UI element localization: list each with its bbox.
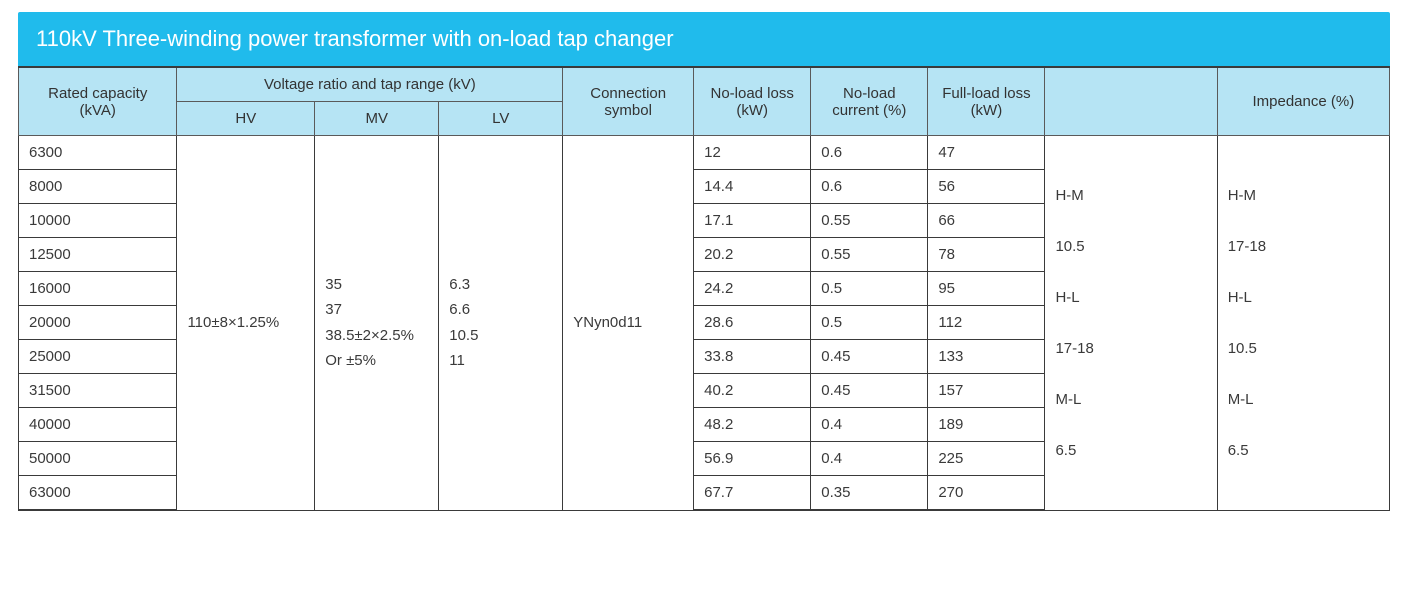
cell-connection-symbol: YNyn0d11	[563, 136, 694, 511]
cell-rated-capacity: 10000	[19, 204, 177, 238]
cell-full-load-loss: 270	[928, 476, 1045, 511]
cell-full-load-loss: 225	[928, 442, 1045, 476]
cell-no-load-loss: 28.6	[694, 306, 811, 340]
cell-no-load-current: 0.4	[811, 442, 928, 476]
cell-full-load-loss: 157	[928, 374, 1045, 408]
cell-full-load-loss: 112	[928, 306, 1045, 340]
cell-rated-capacity: 12500	[19, 238, 177, 272]
cell-no-load-current: 0.45	[811, 340, 928, 374]
cell-no-load-current: 0.55	[811, 238, 928, 272]
cell-no-load-loss: 24.2	[694, 272, 811, 306]
header-lv: LV	[439, 102, 563, 136]
cell-no-load-loss: 20.2	[694, 238, 811, 272]
cell-full-load-loss: 47	[928, 136, 1045, 170]
cell-rated-capacity: 63000	[19, 476, 177, 511]
cell-rated-capacity: 40000	[19, 408, 177, 442]
cell-no-load-current: 0.4	[811, 408, 928, 442]
cell-rated-capacity: 50000	[19, 442, 177, 476]
cell-hv: 110±8×1.25%	[177, 136, 315, 511]
cell-rated-capacity: 16000	[19, 272, 177, 306]
cell-full-load-loss: 56	[928, 170, 1045, 204]
cell-no-load-loss: 40.2	[694, 374, 811, 408]
header-full-load-loss: Full-load loss (kW)	[928, 67, 1045, 136]
cell-rated-capacity: 25000	[19, 340, 177, 374]
transformer-table: Rated capacity (kVA) Voltage ratio and t…	[18, 66, 1390, 511]
cell-no-load-current: 0.6	[811, 170, 928, 204]
cell-no-load-current: 0.5	[811, 272, 928, 306]
cell-no-load-loss: 56.9	[694, 442, 811, 476]
cell-no-load-loss: 48.2	[694, 408, 811, 442]
cell-mv: 35 37 38.5±2×2.5% Or ±5%	[315, 136, 439, 511]
cell-full-load-loss: 78	[928, 238, 1045, 272]
header-no-load-loss: No-load loss (kW)	[694, 67, 811, 136]
cell-full-load-loss: 95	[928, 272, 1045, 306]
cell-rated-capacity: 6300	[19, 136, 177, 170]
header-hv: HV	[177, 102, 315, 136]
cell-no-load-loss: 17.1	[694, 204, 811, 238]
table-row: 6300110±8×1.25%35 37 38.5±2×2.5% Or ±5%6…	[19, 136, 1390, 170]
cell-no-load-loss: 67.7	[694, 476, 811, 511]
header-rated-capacity: Rated capacity (kVA)	[19, 67, 177, 136]
header-no-load-current: No-load current (%)	[811, 67, 928, 136]
table-body: 6300110±8×1.25%35 37 38.5±2×2.5% Or ±5%6…	[19, 136, 1390, 511]
header-mv: MV	[315, 102, 439, 136]
cell-full-load-loss: 189	[928, 408, 1045, 442]
cell-no-load-loss: 12	[694, 136, 811, 170]
header-connection-symbol: Connection symbol	[563, 67, 694, 136]
header-voltage-ratio-group: Voltage ratio and tap range (kV)	[177, 67, 563, 102]
cell-no-load-current: 0.55	[811, 204, 928, 238]
header-impedance: Impedance (%)	[1217, 67, 1389, 136]
cell-full-load-loss: 133	[928, 340, 1045, 374]
cell-no-load-current: 0.45	[811, 374, 928, 408]
cell-rated-capacity: 8000	[19, 170, 177, 204]
cell-rated-capacity: 20000	[19, 306, 177, 340]
cell-full-load-loss: 66	[928, 204, 1045, 238]
table-title: 110kV Three-winding power transformer wi…	[18, 12, 1390, 66]
cell-no-load-current: 0.6	[811, 136, 928, 170]
cell-no-load-loss: 14.4	[694, 170, 811, 204]
cell-no-load-loss: 33.8	[694, 340, 811, 374]
cell-no-load-current: 0.5	[811, 306, 928, 340]
cell-lv: 6.3 6.6 10.5 11	[439, 136, 563, 511]
header-impedance-blank	[1045, 67, 1217, 136]
cell-impedance-variant-b: H-M 17-18 H-L 10.5 M-L 6.5	[1217, 136, 1389, 511]
cell-rated-capacity: 31500	[19, 374, 177, 408]
cell-no-load-current: 0.35	[811, 476, 928, 511]
cell-impedance-variant-a: H-M 10.5 H-L 17-18 M-L 6.5	[1045, 136, 1217, 511]
